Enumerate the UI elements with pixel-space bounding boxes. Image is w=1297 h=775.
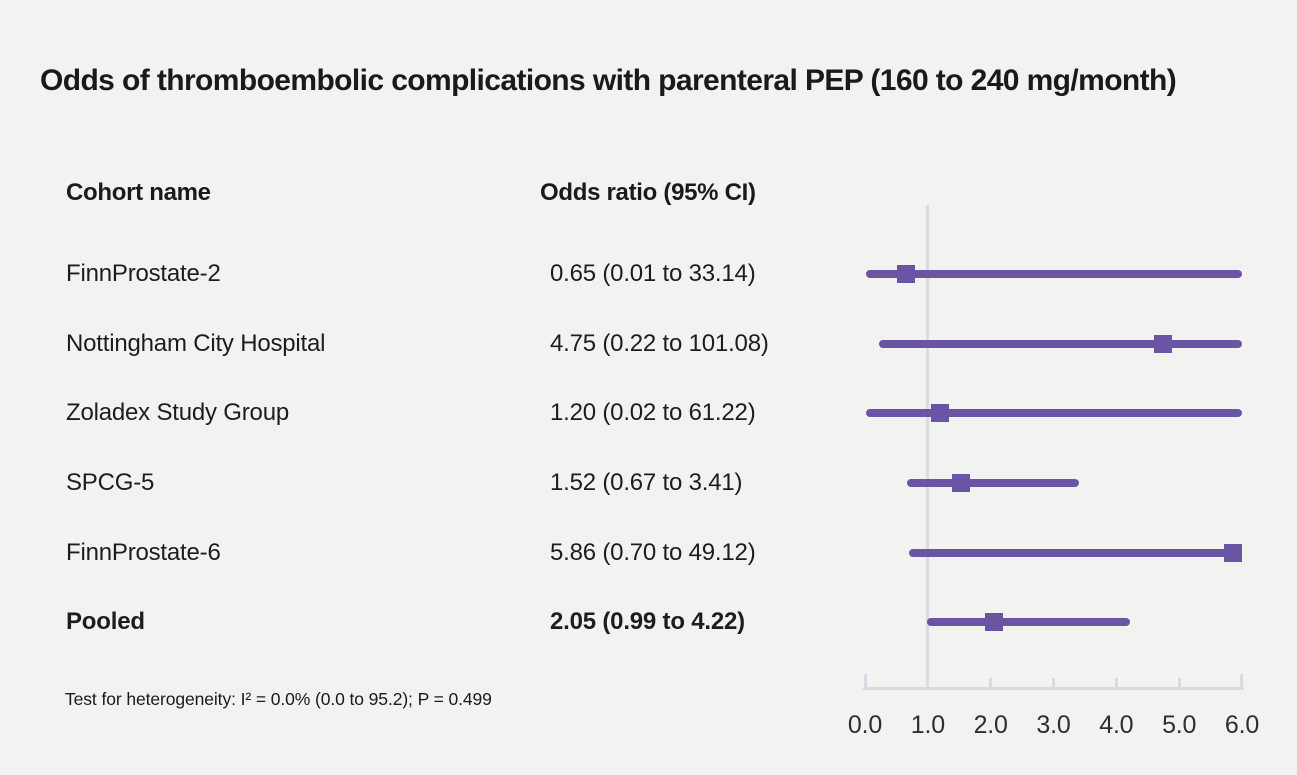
x-axis-tick bbox=[1051, 678, 1055, 687]
x-axis-tick bbox=[863, 674, 867, 687]
reference-line-or-1 bbox=[926, 205, 930, 690]
odds-ratio-marker bbox=[1224, 543, 1243, 562]
cohort-label: FinnProstate-6 bbox=[66, 538, 221, 566]
odds-ratio-value: 2.05 (0.99 to 4.22) bbox=[550, 608, 745, 635]
confidence-interval-line bbox=[907, 479, 1080, 487]
cohort-label: Zoladex Study Group bbox=[66, 399, 289, 426]
confidence-interval-line bbox=[908, 548, 1242, 557]
odds-ratio-marker bbox=[931, 404, 950, 422]
x-axis-tick bbox=[1177, 678, 1181, 687]
odds-ratio-value: 0.65 (0.01 to 33.14) bbox=[550, 260, 756, 287]
heterogeneity-footnote: Test for heterogeneity: I² = 0.0% (0.0 t… bbox=[65, 689, 492, 709]
cohort-label: Pooled bbox=[66, 608, 145, 635]
x-axis-tick bbox=[989, 678, 993, 687]
x-axis-line bbox=[863, 687, 1244, 690]
column-header-cohort-name: Cohort name bbox=[66, 179, 211, 206]
x-axis-tick-label: 4.0 bbox=[1099, 711, 1134, 739]
odds-ratio-value: 1.20 (0.02 to 61.22) bbox=[550, 399, 756, 426]
odds-ratio-value: 1.52 (0.67 to 3.41) bbox=[550, 469, 743, 496]
confidence-interval-line bbox=[927, 618, 1131, 626]
x-axis-tick bbox=[1114, 678, 1118, 687]
x-axis-tick-label: 2.0 bbox=[973, 711, 1008, 739]
odds-ratio-marker bbox=[1154, 334, 1173, 353]
odds-ratio-value: 4.75 (0.22 to 101.08) bbox=[550, 329, 769, 357]
x-axis-tick bbox=[1240, 674, 1244, 687]
odds-ratio-marker bbox=[951, 474, 970, 492]
x-axis-tick-label: 3.0 bbox=[1036, 711, 1071, 739]
confidence-interval-line bbox=[865, 270, 1242, 278]
column-header-odds-ratio: Odds ratio (95% CI) bbox=[540, 179, 756, 206]
cohort-label: Nottingham City Hospital bbox=[66, 329, 326, 357]
pooled-estimate-marker bbox=[984, 613, 1003, 631]
x-axis-tick-label: 5.0 bbox=[1162, 711, 1197, 739]
odds-ratio-marker bbox=[896, 265, 915, 283]
x-axis-tick-label: 0.0 bbox=[847, 711, 883, 739]
confidence-interval-line bbox=[866, 409, 1242, 417]
odds-ratio-value: 5.86 (0.70 to 49.12) bbox=[550, 538, 756, 566]
cohort-label: SPCG-5 bbox=[66, 469, 155, 496]
chart-title: Odds of thromboembolic complications wit… bbox=[40, 64, 1177, 97]
cohort-label: FinnProstate-2 bbox=[66, 260, 221, 287]
confidence-interval-line bbox=[878, 339, 1242, 348]
x-axis-tick-label: 6.0 bbox=[1224, 711, 1260, 739]
x-axis-tick-label: 1.0 bbox=[910, 711, 945, 739]
